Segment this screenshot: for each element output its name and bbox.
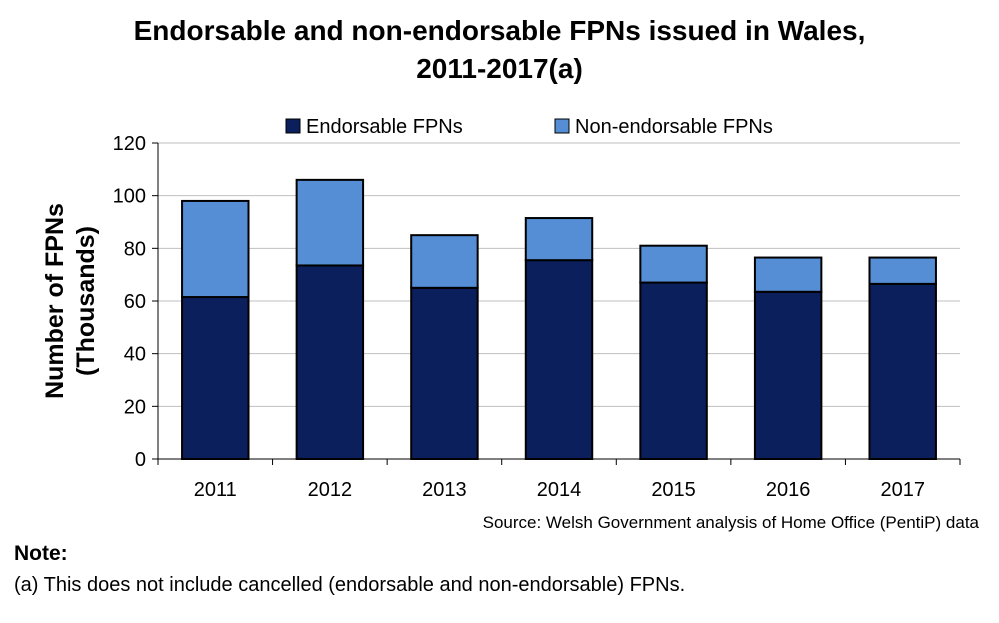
axes: 0 20 40 60 80 100 120 2011 2012 2013 2014 2015 2016 2… [113,133,961,501]
y-tick-label: 0 [135,449,146,471]
chart-title-line-1: Endorsable and non-endorsable FPNs issue… [133,15,866,46]
bar-segment [295,264,365,461]
source-note: Source: Welsh Government analysis of Hom… [482,513,979,532]
y-axis-title-group: Number of FPNs (Thousands) [41,203,100,399]
bar-segment [639,244,708,284]
bar-segment [868,282,937,460]
bar-segment [868,256,937,285]
x-tick-label: 2016 [766,479,811,501]
legend-swatch [554,118,570,134]
y-tick-label: 20 [124,396,146,418]
bar-segment [295,178,365,267]
note-heading: Note: [14,542,68,565]
bars [181,178,937,461]
note-text: (a) This does not include cancelled (end… [14,574,686,596]
y-tick-label: 40 [124,344,146,366]
x-tick-label: 2012 [308,479,353,501]
x-tick-label: 2015 [651,479,696,501]
bar-segment [524,217,594,262]
bar-segment [639,281,708,461]
x-tick-label: 2014 [537,479,582,501]
bar-segment [181,296,250,460]
legend: Endorsable FPNs Non-endorsable FPNs [285,116,773,138]
bar-segment [181,199,250,299]
bar-segment [410,234,479,289]
bar-segment [524,259,594,460]
bar-segment [753,256,823,293]
y-tick-label: 60 [124,291,146,313]
y-axis-title-line: Number of FPNs [41,203,69,399]
legend-swatch [285,118,301,134]
chart-title-line-2: 2011-2017(a) [416,53,583,84]
bar-segment [410,286,479,461]
chart-title: Endorsable and non-endorsable FPNs issue… [0,12,999,88]
y-axis-title-line: (Thousands) [72,226,100,376]
legend-label: Endorsable FPNs [306,116,463,138]
x-tick-label: 2013 [422,479,467,501]
y-tick-label: 80 [124,238,146,260]
bar-segment [753,290,823,460]
legend-label: Non-endorsable FPNs [575,116,773,138]
y-tick-label: 120 [113,133,146,155]
x-tick-label: 2011 [194,479,237,501]
y-tick-label: 100 [113,186,146,208]
y-axis-title: Number of FPNs (Thousands) [41,203,100,399]
x-tick-label: 2017 [880,479,925,501]
